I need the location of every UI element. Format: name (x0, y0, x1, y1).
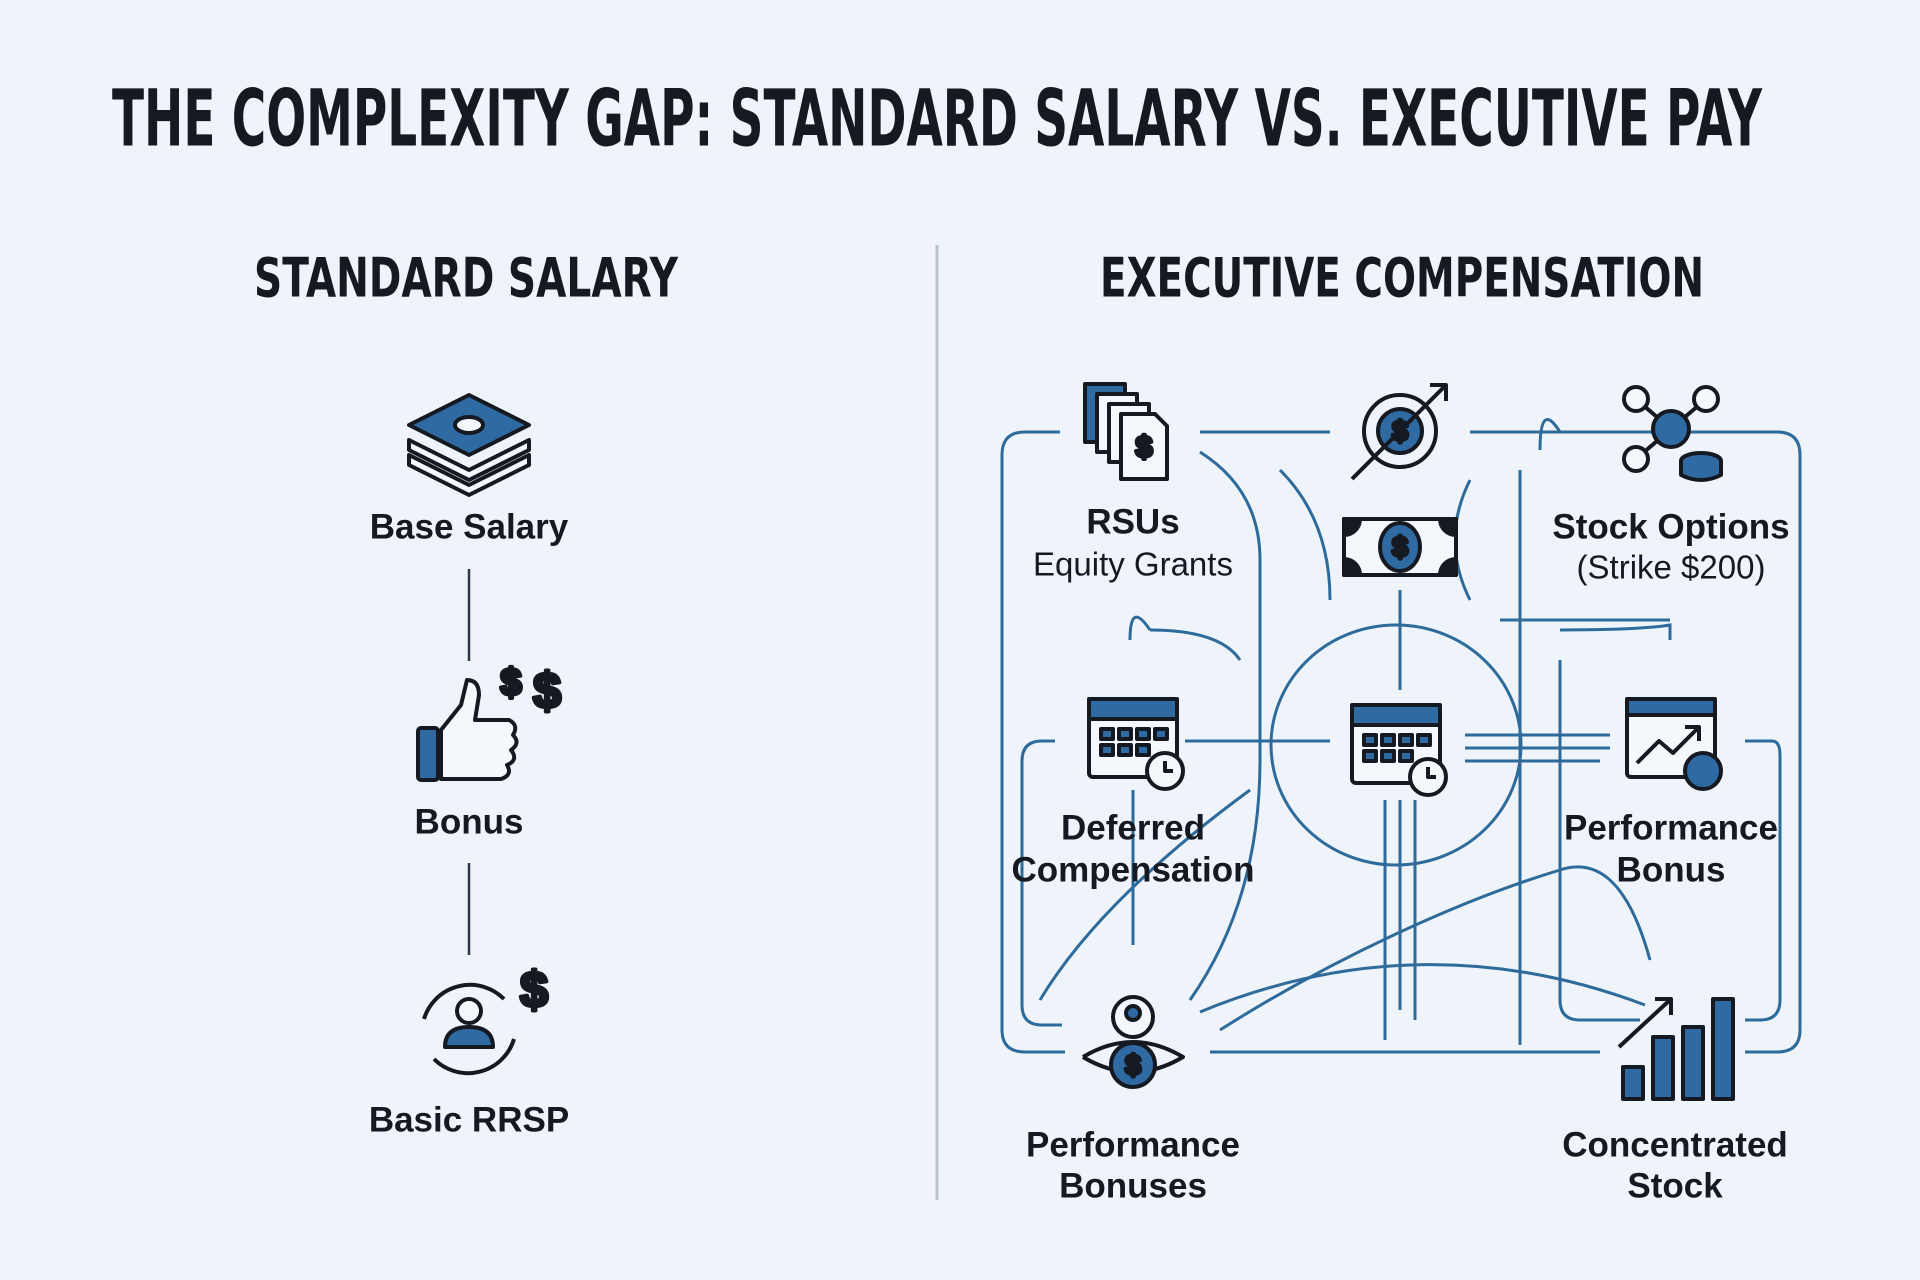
node-label: Deferred (1061, 808, 1205, 847)
rrsp-icon: $ (422, 960, 550, 1076)
node-label: Compensation (1011, 850, 1254, 889)
thumbs-up-icon: $ $ (416, 660, 563, 782)
right-heading: EXECUTIVE COMPENSATION (1100, 247, 1704, 310)
item-label: Base Salary (370, 507, 569, 546)
performance-calendar-icon (1625, 697, 1723, 791)
bonuses-icon: $ (1081, 995, 1185, 1089)
node-label: Performance (1026, 1125, 1240, 1164)
node-label: Bonuses (1059, 1166, 1207, 1205)
left-heading: STANDARD SALARY (254, 247, 679, 310)
item-label: Bonus (415, 802, 524, 841)
svg-text:$: $ (1136, 431, 1153, 464)
node-label: RSUs (1086, 502, 1179, 541)
svg-text:$: $ (520, 962, 548, 1018)
money-stack-icon (407, 393, 531, 497)
banknote-icon: $ (1342, 517, 1458, 577)
node-sublabel: (Strike $200) (1577, 549, 1766, 586)
calendar-icon (1087, 697, 1185, 791)
target-icon: $ (1350, 383, 1448, 481)
node-sublabel: Equity Grants (1033, 546, 1233, 583)
calendar-icon (1350, 703, 1448, 797)
connection-lines (1000, 418, 1802, 1054)
node-label: Bonus (1617, 850, 1726, 889)
node-label: Stock (1627, 1166, 1723, 1205)
svg-text:$: $ (1125, 1049, 1141, 1080)
bar-chart-icon (1617, 997, 1735, 1101)
rsu-icon: $ (1083, 382, 1169, 481)
title: THE COMPLEXITY GAP: STANDARD SALARY VS. … (112, 74, 1763, 164)
svg-text:$: $ (1392, 531, 1408, 562)
node-label: Concentrated (1562, 1125, 1788, 1164)
svg-text:$: $ (500, 662, 521, 704)
svg-text:$: $ (533, 663, 561, 719)
stock-options-icon (1622, 385, 1723, 482)
node-label: Stock Options (1552, 507, 1789, 546)
item-label: Basic RRSP (369, 1100, 569, 1139)
node-label: Performance (1564, 808, 1778, 847)
